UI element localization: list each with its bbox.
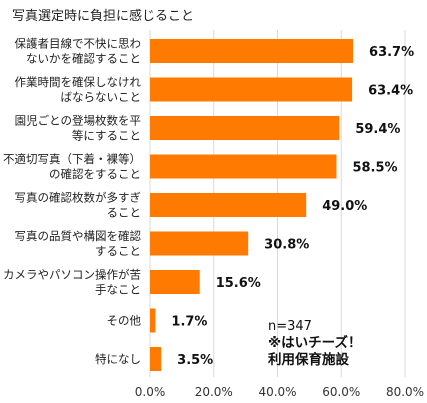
bars	[150, 39, 354, 371]
x-tick-label: 80.0%	[386, 385, 424, 399]
category-label: 園児ごとの登場枚数を平等にすること	[15, 114, 141, 143]
chart-title: 写真選定時に負担に感じること	[12, 9, 195, 24]
category-label: 写真の品質や構図を確認すること	[15, 229, 142, 258]
value-label: 63.4%	[368, 84, 413, 99]
facility-note: 利用保育施設	[268, 352, 349, 368]
x-tick-label: 20.0%	[195, 385, 233, 399]
category-label: 特になし	[95, 352, 141, 366]
bar	[150, 116, 340, 140]
bar	[150, 231, 249, 256]
brand-note: ※はいチーズ！	[268, 335, 362, 351]
value-label: 49.0%	[322, 199, 367, 214]
value-label: 58.5%	[352, 161, 397, 176]
category-label: 不適切写真（下着・裸等）の確認をすること	[3, 152, 141, 181]
category-label: カメラやパソコン操作が苦手なこと	[3, 268, 141, 297]
bar	[150, 39, 354, 63]
value-label: 30.8%	[264, 238, 309, 253]
bar	[150, 270, 200, 294]
sample-note: n=347 ※はいチーズ！ 利用保育施設	[268, 318, 361, 369]
value-label: 15.6%	[216, 276, 261, 291]
bar	[150, 193, 307, 217]
value-label: 59.4%	[355, 122, 400, 137]
bar	[150, 308, 156, 333]
x-tick-label: 60.0%	[322, 385, 360, 399]
x-tick-label: 40.0%	[258, 385, 296, 399]
category-labels: 保護者目線で不快に思わないかを確認すること作業時間を確保しなければならないこと園…	[3, 37, 141, 367]
x-tick-label: 0.0%	[135, 385, 166, 399]
x-axis-tick-labels: 0.0% 20.0% 40.0% 60.0% 80.0%	[135, 385, 424, 399]
value-labels: 63.7% 63.4% 59.4% 58.5% 49.0% 30.8% 15.6% 1.7% 3…	[171, 45, 414, 368]
category-label: 保護者目線で不快に思わないかを確認すること	[15, 37, 142, 66]
bar	[150, 154, 337, 179]
sample-size: n=347	[268, 319, 312, 334]
value-label: 1.7%	[171, 315, 207, 330]
category-label: 写真の確認枚数が多すぎること	[15, 191, 142, 220]
bar	[150, 77, 353, 102]
category-label: その他	[107, 314, 142, 328]
value-label: 63.7%	[369, 45, 414, 60]
value-label: 3.5%	[177, 353, 213, 368]
bar	[150, 347, 162, 371]
category-label: 作業時間を確保しなければならないこと	[15, 75, 142, 104]
